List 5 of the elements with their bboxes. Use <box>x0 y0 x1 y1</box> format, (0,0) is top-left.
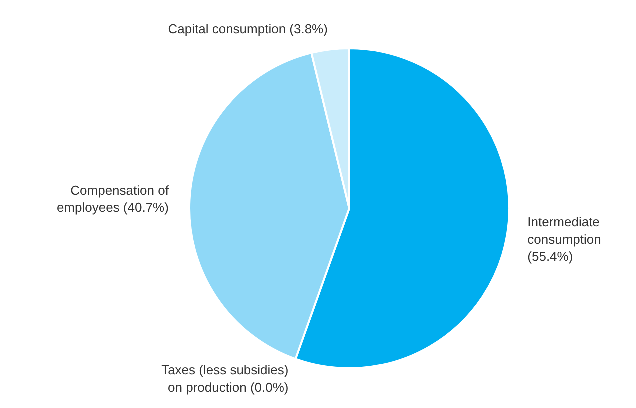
category-label: Taxes (less subsidies) on production (0.0%) <box>162 362 289 395</box>
slice-label: Intermediate consumption <box>528 214 602 247</box>
slice-label: Capital consumption (3.8%) <box>168 21 328 36</box>
slice-label: Compensation of employees (40.7%) <box>56 183 170 216</box>
data-label: (55.4%) <box>528 249 574 264</box>
